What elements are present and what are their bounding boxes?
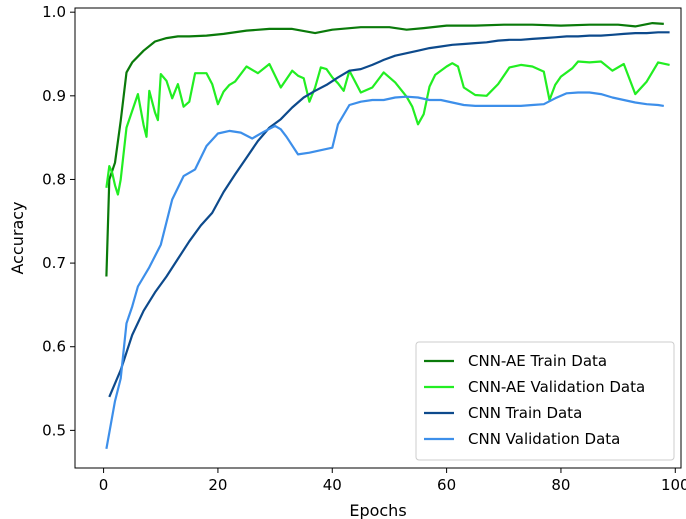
legend-label: CNN-AE Train Data [468,352,607,370]
x-tick-label: 20 [208,476,227,494]
y-axis-label: Accuracy [8,201,27,274]
series-line-3 [105,91,664,449]
x-tick-label: 100 [661,476,686,494]
y-axis-ticks: 0.5 0.6 0.7 0.8 0.9 1.0 [42,3,75,439]
y-tick-label: 1.0 [42,3,66,21]
x-axis-label: Epochs [349,501,406,519]
x-tick-label: 60 [437,476,456,494]
y-tick-label: 0.8 [42,170,66,188]
y-tick-label: 0.5 [42,421,66,439]
y-tick-label: 0.6 [42,338,66,356]
x-tick-label: 0 [99,476,109,494]
x-tick-label: 40 [323,476,342,494]
legend-box [415,341,675,461]
series-line-0 [105,22,664,277]
y-tick-label: 0.9 [42,87,66,105]
legend-label: CNN-AE Validation Data [468,378,645,396]
x-tick-label: 80 [551,476,570,494]
series-line-2 [108,31,670,398]
legend-label: CNN Train Data [468,404,582,422]
series-line-1 [105,60,670,196]
x-axis-ticks: 0 20 40 60 80 100 [99,468,686,494]
plot-frame [74,7,682,469]
legend-label: CNN Validation Data [468,430,620,448]
y-tick-label: 0.7 [42,254,66,272]
legend: CNN-AE Train Data CNN-AE Validation Data C… [415,341,675,461]
series-layer [105,22,670,449]
